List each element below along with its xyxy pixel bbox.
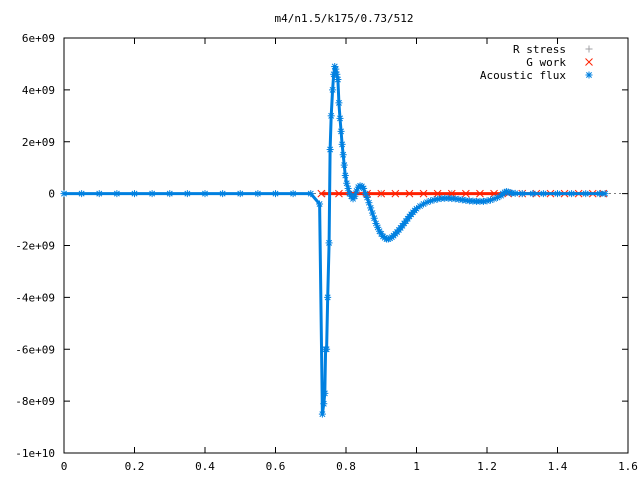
y-tick-label: -8e+09 [15,395,55,408]
x-tick-label: 1.2 [477,460,497,473]
legend-entry: R stress [513,43,593,56]
y-tick-label: 2e+09 [22,136,55,149]
y-tick-label: -4e+09 [15,291,55,304]
legend-marker [585,58,593,66]
legend-entry: Acoustic flux [480,69,593,82]
legend-label: Acoustic flux [480,69,566,82]
y-tick-label: -1e+10 [15,447,55,460]
y-tick-label: 4e+09 [22,84,55,97]
series-acoustic-flux [60,63,609,418]
legend-entry: G work [526,56,593,69]
legend-label: R stress [513,43,566,56]
x-tick-label: 0.2 [125,460,145,473]
plot-frame [63,37,629,454]
x-axis: 0 0.2 0.4 0.6 0.8 1 1.2 1.4 1.6 [61,38,638,473]
x-tick-label: 0.8 [336,460,356,473]
legend-label: G work [526,56,566,69]
y-tick-label: 6e+09 [22,32,55,45]
x-tick-label: 0 [61,460,68,473]
chart-title: m4/n1.5/k175/0.73/512 [274,12,413,25]
series-layer [60,63,609,418]
legend-marker [585,71,593,79]
y-tick-label: -2e+09 [15,240,55,253]
x-tick-label: 0.4 [195,460,215,473]
y-tick-label: -6e+09 [15,343,55,356]
y-tick-label: 0 [48,188,55,201]
series-trace [64,65,606,416]
x-tick-label: 1.4 [548,460,568,473]
x-tick-label: 1.6 [618,460,638,473]
x-tick-label: 1 [413,460,420,473]
legend-marker [585,45,593,53]
x-tick-label: 0.6 [266,460,286,473]
y-axis: 6e+09 4e+09 2e+09 0 -2e+09 -4e+09 -6e+09 -8e+09… [15,32,628,460]
